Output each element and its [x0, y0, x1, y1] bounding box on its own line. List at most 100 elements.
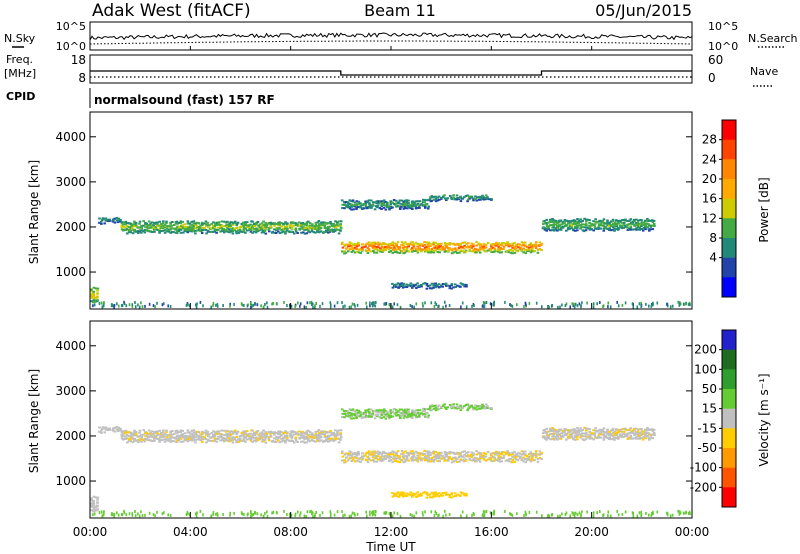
power-cell	[645, 302, 647, 306]
power-cell	[616, 300, 618, 304]
power-cell	[392, 199, 396, 201]
power-y-label: Slant Range [km]	[27, 160, 41, 264]
velocity-cell	[599, 432, 603, 435]
velocity-cell	[208, 433, 211, 436]
power-cell	[470, 244, 473, 247]
power-cell	[617, 304, 620, 308]
power-cell	[479, 244, 482, 247]
power-cell	[134, 224, 138, 227]
power-cell	[402, 248, 406, 251]
velocity-scale-label: Velocity [m s⁻¹]	[757, 373, 771, 466]
power-cell	[289, 303, 291, 307]
power-cell	[524, 244, 527, 247]
power-cell	[355, 245, 359, 248]
velocity-cell	[606, 428, 609, 431]
velocity-cell	[540, 458, 543, 461]
power-cell	[434, 282, 437, 285]
freq-label-line2: [MHz]	[4, 67, 36, 80]
power-cell	[640, 301, 642, 305]
velocity-cell	[468, 455, 471, 458]
power-cell	[446, 284, 450, 287]
power-cell	[177, 230, 181, 232]
power-cell	[486, 198, 489, 200]
power-cell	[165, 220, 168, 223]
x-tick-label: 16:00	[474, 525, 509, 539]
velocity-cell	[400, 459, 404, 462]
power-cell	[449, 195, 452, 197]
velocity-cell	[113, 426, 117, 429]
velocity-cell	[196, 438, 199, 441]
velocity-cell	[418, 457, 421, 460]
velocity-cell	[389, 456, 393, 458]
velocity-cell	[115, 425, 119, 428]
velocity-cell	[567, 431, 570, 434]
power-cell	[411, 305, 413, 309]
velocity-cell	[133, 434, 136, 437]
power-cell	[142, 220, 145, 223]
power-cell	[92, 290, 96, 293]
power-cell	[626, 220, 629, 222]
power-cell	[414, 207, 418, 210]
power-cell	[486, 249, 490, 252]
power-cell	[323, 221, 326, 224]
power-cell	[554, 223, 558, 226]
power-cell	[597, 223, 601, 226]
power-cell	[217, 223, 221, 226]
power-cell	[486, 196, 489, 199]
velocity-cell	[90, 505, 94, 508]
power-cell	[617, 219, 621, 222]
velocity-cell	[432, 458, 436, 461]
power-cell	[212, 221, 215, 224]
velocity-cell	[240, 434, 244, 437]
power-cell	[242, 224, 245, 227]
velocity-cell	[355, 452, 359, 455]
power-cell	[210, 305, 212, 309]
power-cell	[475, 199, 479, 202]
power-cell	[195, 221, 199, 224]
velocity-cell	[405, 492, 409, 495]
power-cell	[379, 247, 382, 250]
velocity-cell	[411, 455, 414, 458]
power-scale-swatch	[722, 277, 736, 298]
power-cell	[145, 229, 148, 232]
velocity-cell	[491, 452, 495, 454]
power-cell	[576, 229, 579, 232]
x-axis-label: Time UT	[365, 540, 416, 554]
velocity-cell	[314, 514, 316, 518]
velocity-cell	[635, 437, 638, 440]
power-cell	[395, 205, 398, 208]
velocity-cell	[242, 437, 246, 440]
velocity-cell	[403, 494, 407, 497]
power-cell	[652, 223, 656, 225]
power-cell	[434, 286, 438, 289]
velocity-cell	[394, 408, 398, 411]
velocity-cell	[459, 409, 463, 412]
power-cell	[196, 229, 199, 232]
power-cell	[96, 289, 99, 292]
power-cell	[339, 226, 343, 229]
velocity-cell	[450, 493, 453, 496]
velocity-cell	[194, 441, 197, 444]
velocity-cell	[634, 433, 638, 436]
power-cell	[416, 200, 420, 203]
power-cell	[608, 229, 611, 231]
velocity-cell	[500, 453, 503, 456]
velocity-cell	[429, 405, 432, 408]
power-cell	[414, 200, 418, 203]
power-cell	[414, 241, 418, 244]
velocity-cell	[509, 453, 512, 456]
velocity-cell	[350, 414, 353, 417]
velocity-cell	[545, 434, 549, 437]
velocity-cell	[281, 439, 285, 442]
velocity-cell	[325, 438, 328, 441]
power-cell	[163, 302, 165, 306]
velocity-cell	[138, 431, 141, 434]
power-cell	[611, 226, 615, 229]
power-cell	[294, 227, 298, 230]
velocity-cell	[206, 433, 209, 436]
power-cell	[217, 228, 220, 231]
velocity-cell	[122, 438, 125, 441]
velocity-cell	[247, 434, 251, 437]
power-cell	[428, 198, 432, 201]
velocity-cell	[286, 431, 289, 434]
